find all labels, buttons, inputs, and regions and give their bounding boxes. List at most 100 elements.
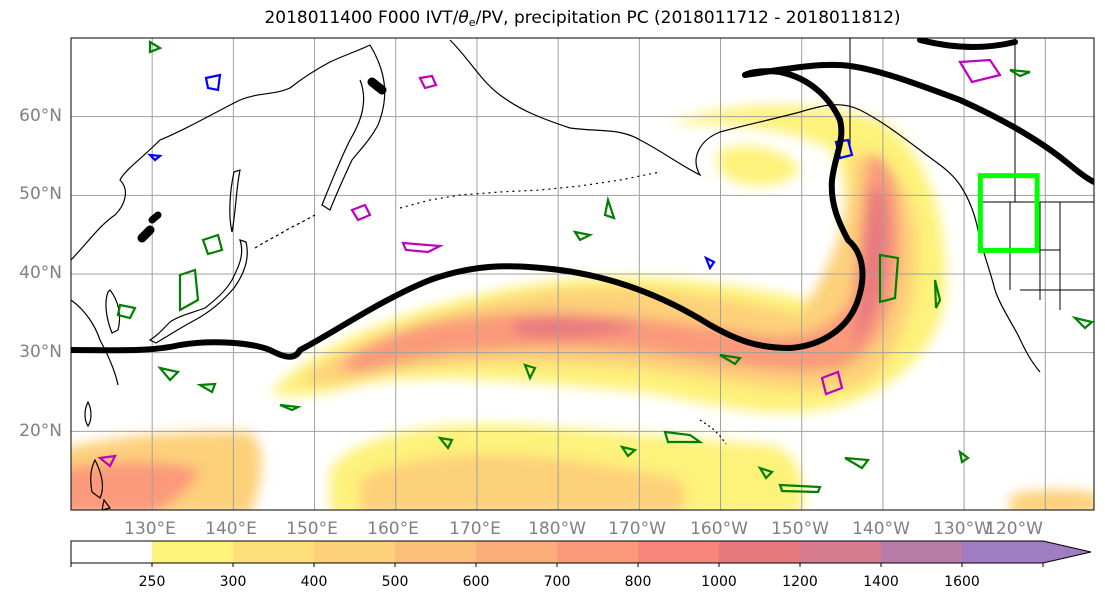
na-coastline bbox=[959, 184, 1041, 373]
pv-contour bbox=[778, 483, 822, 494]
japan-coastline bbox=[148, 239, 248, 344]
colorbar-extend-arrow bbox=[1043, 541, 1091, 563]
korea-coastline bbox=[105, 289, 121, 334]
colorbar-swatch bbox=[395, 541, 477, 563]
pv-contour bbox=[116, 303, 137, 320]
lon-label-170w: 170°W bbox=[608, 519, 666, 539]
pv-contours bbox=[116, 40, 1094, 494]
colorbar-outline bbox=[70, 540, 1092, 564]
pv-contour bbox=[844, 456, 871, 470]
colorbar-tick-1600: 1600 bbox=[944, 574, 980, 590]
pv-contour bbox=[279, 403, 302, 412]
lat-label-30: 30°N bbox=[19, 342, 62, 362]
ar-plume-peak bbox=[510, 187, 889, 350]
theta-contour-low bbox=[147, 153, 163, 162]
ivt-contour-north bbox=[742, 61, 1094, 185]
colorbar-tick-700: 700 bbox=[543, 574, 571, 590]
ivt-contours bbox=[71, 38, 1094, 360]
ivt-blob-2 bbox=[137, 225, 155, 243]
theta-contour-high bbox=[97, 454, 117, 468]
lon-label-150w: 150°W bbox=[771, 519, 829, 539]
colorbar-swatch bbox=[719, 541, 801, 563]
chart-title: 2018011400 F000 IVT/θe/PV, precipitation… bbox=[264, 8, 901, 29]
colorbar-tick-300: 300 bbox=[219, 574, 247, 590]
lon-label-130w: 130°W bbox=[933, 519, 991, 539]
ar-plume-core bbox=[340, 154, 900, 372]
colorbar-tick-1400: 1400 bbox=[863, 574, 899, 590]
colorbar-swatch bbox=[233, 541, 315, 563]
pv-contour bbox=[523, 363, 537, 381]
colorbar bbox=[70, 540, 1092, 567]
theta-contour-low bbox=[204, 73, 222, 92]
colorbar-swatch bbox=[314, 541, 396, 563]
pv-contour bbox=[619, 445, 638, 458]
pv-contour bbox=[157, 366, 181, 382]
pv-contour bbox=[437, 436, 454, 451]
theta-contour-high bbox=[820, 370, 844, 396]
colorbar-tick-1200: 1200 bbox=[782, 574, 818, 590]
pv-contour bbox=[1009, 68, 1031, 78]
ivt-contour-main bbox=[71, 68, 866, 360]
hawaii-islands bbox=[699, 419, 727, 445]
lon-label-140w: 140°W bbox=[852, 519, 910, 539]
pv-contour bbox=[201, 233, 224, 256]
lat-label-20: 20°N bbox=[19, 421, 62, 441]
philippines-coastline bbox=[90, 458, 112, 510]
aleutian-chain bbox=[399, 171, 661, 209]
sw-corner-core bbox=[71, 461, 200, 510]
pv-contour bbox=[178, 268, 200, 312]
taiwan-coastline bbox=[84, 400, 92, 428]
kuril-chain bbox=[254, 214, 316, 249]
lon-label-150e: 150°E bbox=[286, 519, 338, 539]
lon-label-120w: 120°W bbox=[985, 519, 1043, 539]
colorbar-tick-1000: 1000 bbox=[701, 574, 737, 590]
coastlines bbox=[71, 39, 1041, 510]
pv-contour bbox=[958, 449, 970, 464]
lat-label-40: 40°N bbox=[19, 263, 62, 283]
china-coastline bbox=[71, 299, 119, 386]
colorbar-swatch bbox=[476, 541, 558, 563]
ivt-contour-top bbox=[917, 38, 1018, 50]
pv-contour bbox=[572, 230, 594, 242]
lon-label-170e: 170°E bbox=[449, 519, 501, 539]
colorbar-swatch bbox=[152, 541, 234, 563]
lon-label-130e: 130°E bbox=[124, 519, 176, 539]
colorbar-swatch bbox=[71, 541, 153, 563]
pv-contour bbox=[663, 430, 704, 444]
colorbar-tick-250: 250 bbox=[138, 574, 166, 590]
theta-contour-high bbox=[350, 203, 372, 222]
target-region-box bbox=[977, 173, 1040, 253]
tropical-band-inner bbox=[360, 454, 685, 510]
pv-contour bbox=[148, 40, 163, 54]
pv-contour bbox=[878, 253, 900, 304]
colorbar-swatch bbox=[638, 541, 720, 563]
colorbar-swatch bbox=[557, 541, 639, 563]
theta-contour-low bbox=[703, 255, 716, 271]
colorbar-swatch bbox=[800, 541, 882, 563]
colorbar-tick-600: 600 bbox=[462, 574, 490, 590]
pv-contour bbox=[1071, 316, 1094, 330]
pv-contour bbox=[196, 382, 217, 394]
colorbar-swatch bbox=[962, 541, 1044, 563]
alaska-coastline bbox=[449, 39, 961, 186]
colorbar-tick-800: 800 bbox=[624, 574, 652, 590]
lon-label-180w: 180°W bbox=[528, 519, 586, 539]
theta-contour-high bbox=[958, 58, 1002, 84]
lon-label-160w: 160°W bbox=[690, 519, 748, 539]
map-frame bbox=[70, 37, 1095, 511]
colorbar-tick-400: 400 bbox=[300, 574, 328, 590]
lat-label-50: 50°N bbox=[19, 184, 62, 204]
sakhalin-coastline bbox=[229, 169, 241, 233]
ivt-blob-3 bbox=[148, 211, 162, 224]
pv-contour bbox=[603, 195, 616, 220]
pv-contour bbox=[719, 353, 743, 366]
lat-label-60: 60°N bbox=[19, 106, 62, 126]
pv-contour bbox=[757, 466, 775, 480]
pv-contour bbox=[933, 279, 942, 309]
lon-label-160e: 160°E bbox=[367, 519, 419, 539]
theta-contour-high bbox=[401, 241, 445, 254]
theta-contour-high bbox=[418, 74, 438, 90]
se-patch bbox=[1010, 489, 1094, 510]
ivt-blob-1 bbox=[367, 77, 387, 95]
